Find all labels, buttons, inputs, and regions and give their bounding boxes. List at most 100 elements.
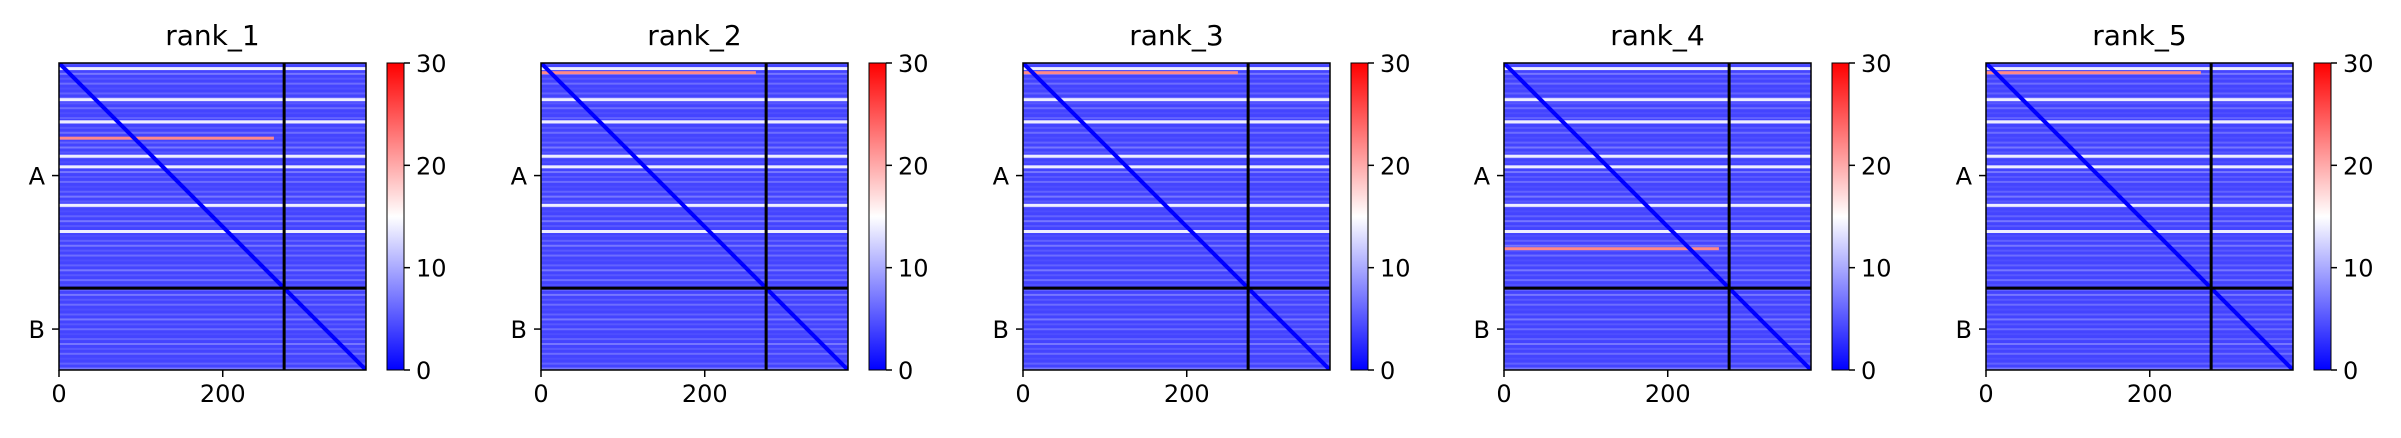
colorbar (1350, 62, 1369, 371)
x-tick-label: 0 (51, 380, 66, 408)
heatmap-bright-row (59, 98, 366, 102)
heatmap-stripe (1023, 254, 1330, 257)
heatmap-stripe (1504, 200, 1811, 203)
heatmap-stripe (1986, 259, 2293, 262)
colorbar-tick-label: 30 (1861, 50, 1892, 78)
heatmap-stripe (1504, 195, 1811, 198)
heatmap-stripe (1504, 313, 1811, 316)
x-tick-label: 0 (533, 380, 548, 408)
heatmap-stripe (1986, 338, 2293, 341)
heatmap-bright-row (1023, 230, 1330, 234)
heatmap-bright-row (1023, 98, 1330, 102)
heatmap-stripe (541, 293, 848, 296)
heatmap-stripe (1986, 342, 2293, 345)
heatmap-stripe (1023, 87, 1330, 90)
heatmap-stripe (1504, 254, 1811, 257)
heatmap-stripe (59, 77, 366, 80)
heatmap-stripe (1023, 303, 1330, 306)
heatmap-stripe (1986, 269, 2293, 272)
heatmap-stripe (541, 308, 848, 311)
heatmap-stripe (541, 298, 848, 301)
heatmap-bright-row (541, 203, 848, 207)
colorbar-tick-label: 30 (1380, 50, 1411, 78)
heatmap-stripe (541, 117, 848, 120)
heatmap-bright-row (1986, 203, 2293, 207)
y-tick-label: B (1474, 316, 1490, 344)
heatmap-hot-row (1504, 247, 1719, 251)
colorbar-tick-label: 10 (1380, 255, 1411, 283)
heatmap-hot-row (59, 136, 274, 140)
heatmap-stripe (541, 362, 848, 365)
heatmap-stripe (541, 249, 848, 252)
heatmap-stripe (1504, 303, 1811, 306)
heatmap-stripe (541, 234, 848, 237)
heatmap-stripe (1023, 225, 1330, 228)
heatmap-stripe (541, 112, 848, 115)
heatmap-bright-row (541, 230, 848, 234)
axes-frame (1022, 62, 1331, 371)
heatmap-stripe (1023, 190, 1330, 193)
heatmap-stripe (59, 249, 366, 252)
heatmap-bright-row (59, 67, 366, 71)
heatmap-stripe (1504, 161, 1811, 164)
axes-frame (1503, 62, 1812, 371)
heatmap-stripe (541, 259, 848, 262)
heatmap-stripe (541, 313, 848, 316)
heatmap-stripe (1023, 136, 1330, 139)
heatmap-stripe (1023, 288, 1330, 291)
x-tick-label: 0 (1015, 380, 1030, 408)
heatmap-stripe (59, 180, 366, 183)
x-tick-label: 200 (200, 380, 246, 408)
heatmap-stripe (541, 161, 848, 164)
heatmap-stripe (59, 254, 366, 257)
heatmap-stripe (1504, 274, 1811, 277)
colorbar-tick-label: 20 (1861, 152, 1892, 180)
heatmap-stripe (541, 190, 848, 193)
heatmap-stripe (541, 284, 848, 287)
heatmap-stripe (59, 151, 366, 154)
heatmap-stripe (1986, 200, 2293, 203)
heatmap-bright-row (1504, 98, 1811, 102)
heatmap-stripe (1986, 126, 2293, 129)
heatmap-stripe (1504, 190, 1811, 193)
x-tick-label: 0 (1496, 380, 1511, 408)
heatmap-stripe (541, 146, 848, 149)
heatmap-stripe (1986, 333, 2293, 336)
heatmap-stripe (59, 210, 366, 213)
heatmap-stripe (1986, 87, 2293, 90)
heatmap-bright-row (541, 67, 848, 71)
heatmap-stripe (1504, 347, 1811, 350)
heatmap-stripe (541, 131, 848, 134)
heatmap-diagonal (1504, 63, 1811, 370)
heatmap-stripe (541, 180, 848, 183)
heatmap-stripe (541, 77, 848, 80)
heatmap-bright-row (541, 120, 848, 124)
heatmap-stripe (59, 117, 366, 120)
heatmap-stripe (541, 87, 848, 90)
heatmap-stripe (541, 357, 848, 360)
heatmap-stripe (59, 318, 366, 321)
heatmap-stripe (541, 220, 848, 223)
heatmap-stripe (1504, 352, 1811, 355)
heatmap-stripe (1023, 342, 1330, 345)
heatmap-stripe (59, 171, 366, 174)
heatmap-stripe (1504, 126, 1811, 129)
colorbar-tick-label: 0 (1380, 357, 1395, 385)
heatmap-stripe (1504, 284, 1811, 287)
heatmap-stripe (1023, 220, 1330, 223)
heatmap-stripe (1504, 367, 1811, 370)
y-tick-label: B (511, 316, 527, 344)
heatmap-stripe (1504, 82, 1811, 85)
heatmap-stripe (1023, 161, 1330, 164)
heatmap-stripe (59, 161, 366, 164)
heatmap-bright-row (1023, 154, 1330, 158)
heatmap-stripe (541, 141, 848, 144)
heatmap-stripe (59, 146, 366, 149)
heatmap-diagonal (541, 63, 848, 370)
heatmap-bright-row (1986, 120, 2293, 124)
heatmap-stripe (1504, 136, 1811, 139)
heatmap-stripe (1504, 328, 1811, 331)
heatmap-stripe (1986, 288, 2293, 291)
heatmap-stripe (1986, 293, 2293, 296)
